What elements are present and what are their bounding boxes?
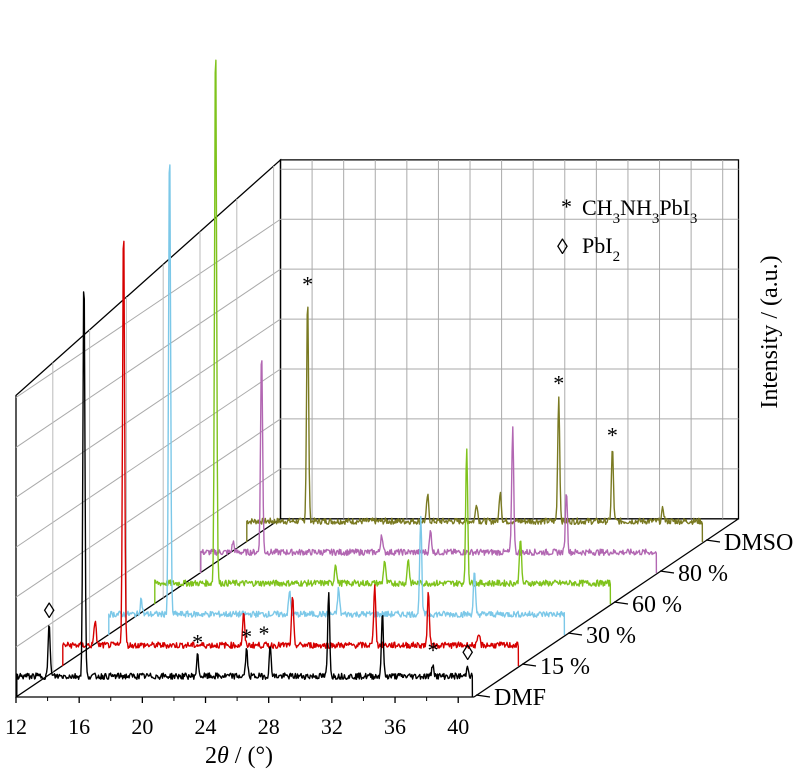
xrd-trace-0 <box>16 291 474 698</box>
chart-traces <box>16 59 704 698</box>
x-tick-label: 28 <box>258 714 280 739</box>
peak-annotation: * <box>427 638 438 663</box>
side-wall <box>15 158 282 699</box>
series-label-leader <box>613 601 629 605</box>
x-tick-label: 20 <box>131 714 153 739</box>
legend-marker-0: * <box>561 194 572 219</box>
xrd-trace-4 <box>200 360 658 574</box>
x-tick-label: 36 <box>384 714 406 739</box>
side-grid-line <box>15 268 281 448</box>
series-label-leader <box>521 663 537 667</box>
x-tick-label: 32 <box>321 714 343 739</box>
peak-annotation: ◊ <box>462 640 473 665</box>
series-label: 15 % <box>540 654 590 680</box>
x-tick-label: 16 <box>68 714 90 739</box>
peak-annotation: * <box>192 629 203 654</box>
series-label: DMSO <box>724 530 793 556</box>
x-tick-label: 12 <box>5 714 27 739</box>
xrd-trace-1 <box>62 240 520 667</box>
series-label: 60 % <box>632 592 682 618</box>
side-grid-line <box>15 318 281 498</box>
series-label-leader <box>659 570 675 574</box>
series-label: 80 % <box>678 561 728 587</box>
xrd-trace-5 <box>246 306 704 543</box>
side-grid-line <box>15 218 281 398</box>
series-label-leader <box>567 632 583 636</box>
chart-legend: * CH3NH3PbI3 ◊ PbI2 <box>557 194 697 265</box>
peak-annotation: * <box>258 621 269 646</box>
side-grid-line <box>15 468 281 648</box>
side-grid-line <box>15 418 281 598</box>
x-axis-title: 2θ / (°) <box>205 743 273 769</box>
floor-right-edge <box>473 518 739 698</box>
peak-annotation: ◊ <box>44 598 55 623</box>
legend-label-1: PbI2 <box>582 233 620 265</box>
side-grid-line <box>15 368 281 548</box>
peak-annotation: * <box>553 370 564 395</box>
x-tick-label: 40 <box>447 714 469 739</box>
series-label-leader <box>705 539 721 543</box>
peak-annotation: * <box>607 422 618 447</box>
xrd-trace-2 <box>108 164 566 636</box>
series-label: 30 % <box>586 623 636 649</box>
y-axis-title: Intensity / (a.u.) <box>757 255 783 408</box>
legend-marker-1: ◊ <box>557 234 568 259</box>
series-label-leader <box>475 694 491 698</box>
series-label: DMF <box>494 685 546 711</box>
x-tick-label: 24 <box>195 714 217 739</box>
chart-labels: 12 16 20 24 28 32 36 40 DMSO 80 % 60 % 30 % 15 % DMF ◊… <box>5 272 793 739</box>
chart-walls <box>15 158 740 699</box>
peak-annotation: * <box>302 272 313 297</box>
peak-annotation: * <box>241 624 252 649</box>
xrd-trace-3 <box>154 59 612 605</box>
legend-label-0: CH3NH3PbI3 <box>582 195 697 227</box>
